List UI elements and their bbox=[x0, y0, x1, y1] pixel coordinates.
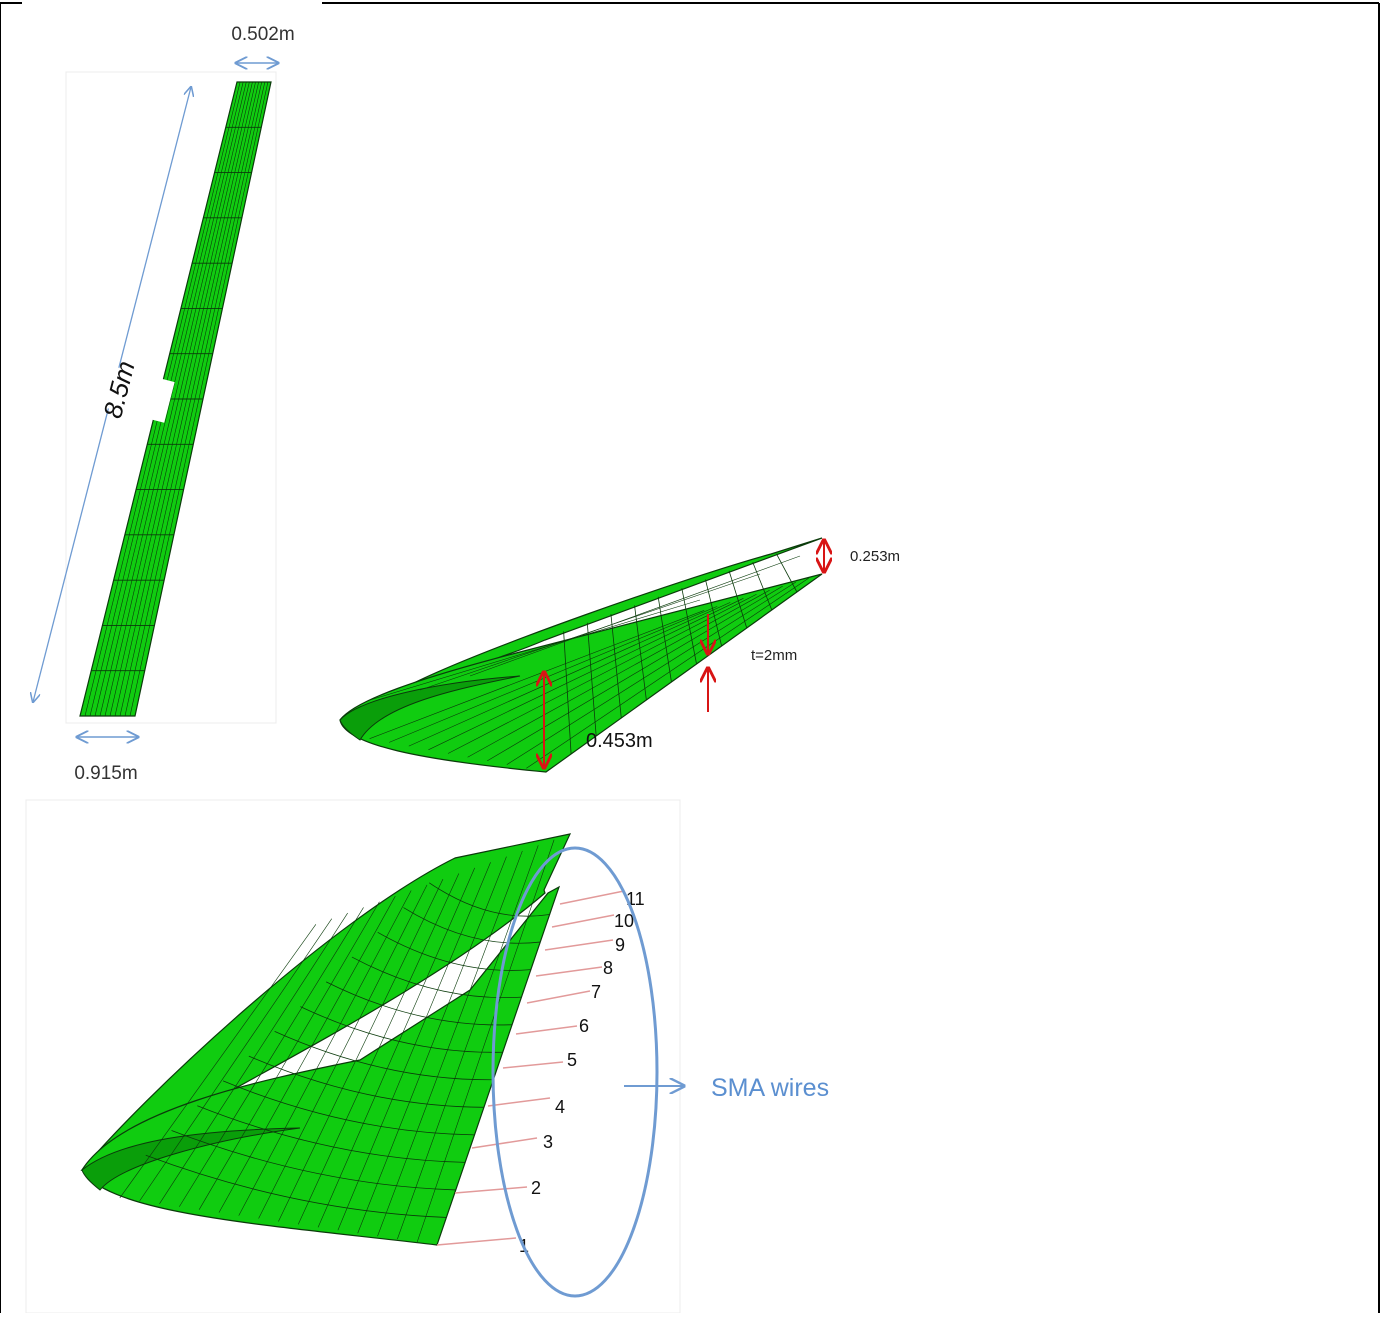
wire-wing-mesh-span-line bbox=[119, 924, 317, 1199]
sma-wires-label: SMA wires bbox=[711, 1074, 829, 1102]
wire-panel-border bbox=[25, 799, 681, 1314]
root-thickness-label: 0.453m bbox=[586, 730, 653, 752]
wire-wing-mesh-span-line bbox=[337, 862, 491, 1231]
planform-panel: 0.502m 8.5m 0.915m bbox=[33, 24, 295, 784]
section-panel: 0.253m t=2mm 0.453m bbox=[339, 537, 900, 773]
sma-wire-number: 7 bbox=[591, 982, 601, 1002]
section-mesh-rib bbox=[563, 631, 572, 755]
section-mesh-span-line bbox=[428, 598, 744, 751]
wire-wing-mesh-span-line bbox=[278, 879, 444, 1222]
section-mesh-upper-line bbox=[419, 573, 761, 691]
sma-wire-number: 4 bbox=[555, 1097, 565, 1117]
wire-wing-mesh-span-line bbox=[397, 845, 539, 1240]
sma-wire-leader bbox=[487, 1097, 551, 1107]
section-mesh-span-line bbox=[389, 606, 718, 743]
sma-wire-number: 8 bbox=[603, 958, 613, 978]
sma-wire-number: 5 bbox=[567, 1050, 577, 1070]
wire-wing-mesh-span-line bbox=[377, 850, 523, 1237]
wire-wing-mesh-span-line bbox=[416, 839, 555, 1243]
sma-wire-leader bbox=[454, 1186, 528, 1194]
wire-wing-mesh-span-line bbox=[357, 856, 507, 1234]
sma-wire-number: 10 bbox=[614, 911, 634, 931]
sma-wire-number: 9 bbox=[615, 935, 625, 955]
span-label-background bbox=[67, 357, 175, 423]
wire-wing-leading-edge bbox=[81, 1127, 301, 1191]
sma-wire-leader bbox=[471, 1137, 538, 1149]
sma-wire-leader bbox=[544, 939, 614, 951]
wire-wing bbox=[80, 833, 572, 1246]
section-mesh-upper-line bbox=[469, 555, 801, 677]
sma-wire-number: 2 bbox=[531, 1178, 541, 1198]
wire-wing-mesh-rib bbox=[403, 907, 541, 944]
sma-wire-leader bbox=[436, 1237, 517, 1246]
section-mesh-rib bbox=[610, 614, 622, 719]
section-mesh-rib bbox=[752, 562, 773, 611]
section-mesh-rib bbox=[776, 553, 798, 593]
wire-wing-mesh-rib bbox=[222, 1080, 475, 1136]
wire-wing-mesh-span-line bbox=[258, 884, 428, 1219]
wire-wing-mesh-span-line bbox=[198, 901, 380, 1210]
section-wing bbox=[339, 537, 823, 773]
section-leading-edge bbox=[339, 675, 521, 741]
wire-wing-mesh-rib bbox=[300, 1006, 503, 1053]
wire-wing-mesh-span-line bbox=[317, 867, 475, 1228]
section-mesh-span-line bbox=[467, 589, 770, 758]
section-mesh-span-line bbox=[506, 581, 796, 765]
section-mesh-rib bbox=[657, 596, 672, 683]
wire-wing-mesh-rib bbox=[145, 1154, 447, 1218]
skin-thickness-label: t=2mm bbox=[751, 647, 797, 664]
tip-chord-label: 0.502m bbox=[231, 24, 294, 45]
sma-wire-leader bbox=[551, 914, 615, 928]
wire-wing-mesh-rib bbox=[197, 1105, 466, 1163]
tip-thickness-label: 0.253m bbox=[850, 548, 900, 565]
sma-wire-leader bbox=[526, 990, 591, 1004]
wire-wing-mesh-span-line bbox=[238, 890, 412, 1216]
sma-wire-number: 6 bbox=[579, 1016, 589, 1036]
section-mesh-span-line bbox=[408, 602, 731, 747]
wire-wing-mesh-rib bbox=[325, 981, 513, 1026]
section-mesh-upper-line bbox=[369, 599, 701, 701]
wire-wing-mesh-rib bbox=[248, 1055, 484, 1108]
wire-wing-mesh-rib bbox=[351, 956, 522, 999]
section-mesh-rib bbox=[681, 588, 697, 665]
sma-wire-leader bbox=[535, 966, 603, 977]
section-mesh-rib bbox=[634, 605, 647, 701]
root-chord-label: 0.915m bbox=[74, 763, 137, 784]
wire-wing-mesh-span-line bbox=[218, 895, 396, 1213]
wire-wing-mesh-rib bbox=[377, 931, 531, 971]
wire-wing-mesh-span-line bbox=[139, 918, 333, 1202]
section-mesh-span-line bbox=[526, 577, 810, 769]
wire-wing-mesh-rib bbox=[274, 1031, 494, 1081]
wire-wing-mesh-span-line bbox=[179, 907, 364, 1207]
sma-wire-number: 3 bbox=[543, 1132, 553, 1152]
sma-wire-leader bbox=[515, 1025, 578, 1035]
sma-wire-leader bbox=[559, 890, 625, 905]
wire-wing-mesh bbox=[119, 839, 555, 1243]
wire-wing-mesh-span-line bbox=[159, 912, 348, 1204]
section-mesh-span-line bbox=[447, 593, 757, 754]
sma-wire-group-ellipse bbox=[491, 846, 659, 1298]
sma-wire-leader bbox=[502, 1061, 564, 1069]
wire-wing-mesh-span-line bbox=[297, 873, 460, 1225]
wire-wing-lower-skin bbox=[81, 885, 561, 1246]
section-lower-skin bbox=[339, 573, 823, 773]
wire-wing-mesh-rib bbox=[171, 1130, 456, 1191]
wire-wing-mesh-rib bbox=[429, 882, 550, 917]
section-mesh bbox=[369, 553, 810, 769]
